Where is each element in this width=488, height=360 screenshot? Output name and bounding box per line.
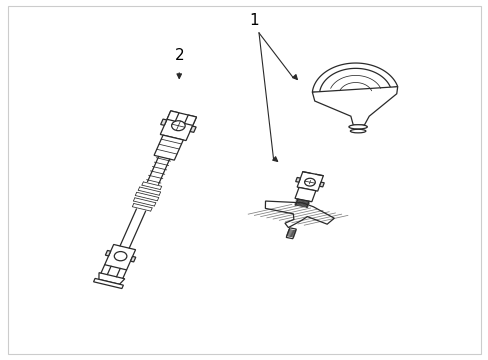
Polygon shape [297, 172, 323, 191]
Polygon shape [190, 126, 196, 132]
Polygon shape [312, 87, 397, 125]
Polygon shape [105, 251, 110, 256]
Polygon shape [93, 278, 123, 288]
Text: 2: 2 [174, 48, 183, 63]
Polygon shape [295, 177, 300, 182]
Text: 1: 1 [249, 13, 259, 28]
Circle shape [304, 178, 315, 186]
Polygon shape [312, 63, 397, 93]
Polygon shape [167, 111, 179, 121]
Polygon shape [99, 273, 124, 284]
Polygon shape [285, 228, 296, 239]
Circle shape [291, 203, 308, 216]
Polygon shape [184, 115, 196, 125]
Ellipse shape [350, 129, 365, 133]
Circle shape [171, 121, 185, 131]
Ellipse shape [348, 125, 366, 129]
Polygon shape [161, 119, 166, 125]
Polygon shape [294, 188, 315, 202]
Polygon shape [130, 256, 136, 262]
Polygon shape [319, 182, 324, 187]
Polygon shape [154, 135, 183, 160]
Circle shape [114, 252, 126, 261]
Polygon shape [160, 111, 196, 141]
Polygon shape [265, 201, 334, 228]
Polygon shape [104, 244, 135, 270]
